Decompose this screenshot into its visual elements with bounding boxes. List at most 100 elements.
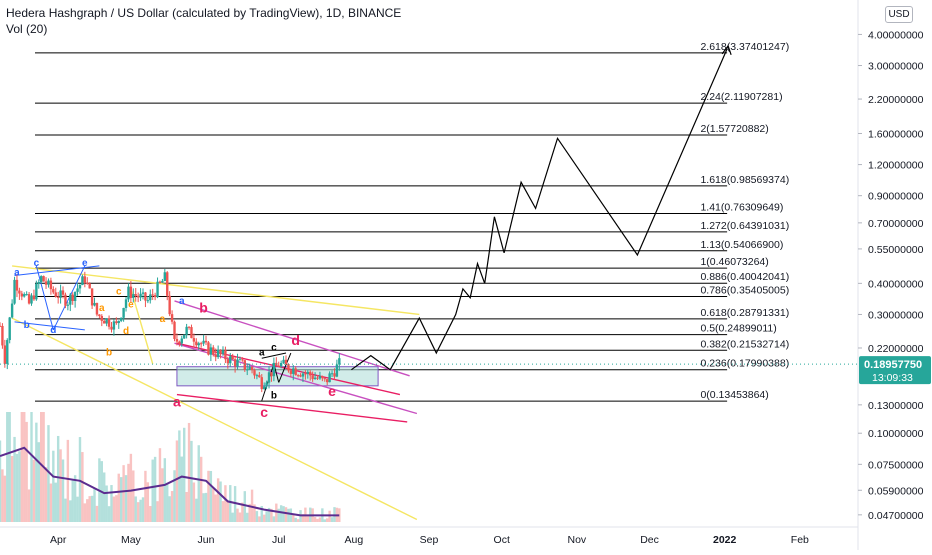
last-price-badge [859, 356, 931, 385]
candle-body [30, 295, 33, 304]
candle-body [248, 367, 251, 370]
fib-level-label: 1.272(0.64391031) [700, 220, 789, 232]
volume-bar [78, 437, 82, 522]
candle-body [272, 362, 276, 377]
trendline-yellow-upper [12, 265, 420, 316]
volume-bar [231, 512, 234, 522]
abc-wave-line [278, 352, 292, 383]
price-tick-label: 1.20000000 [868, 160, 924, 172]
time-axis[interactable]: Apr May Jun Jul Aug Sep Oct Nov Dec 2022 Feb [50, 534, 809, 546]
volume-bar [282, 506, 285, 522]
candle-body [296, 375, 300, 377]
candle-body [71, 294, 74, 301]
price-tick-label: 0.90000000 [868, 191, 924, 203]
candle-body [207, 342, 210, 355]
candle-body [321, 376, 324, 379]
candle-body [204, 340, 208, 343]
volume-bar [10, 456, 14, 522]
volume-bar [204, 492, 208, 522]
volume-bar [275, 503, 278, 522]
volume-bar [255, 511, 259, 522]
volume-bar [284, 507, 288, 522]
time-tick-label: Jun [198, 534, 215, 546]
wave-label-minor: d [50, 325, 56, 336]
candle-body [279, 362, 283, 367]
volume-bar [260, 506, 263, 522]
projection-layer [351, 44, 732, 371]
volume-bar [326, 518, 329, 522]
volume-bar [156, 501, 159, 522]
volume-bar [253, 504, 256, 522]
time-tick-label: Aug [345, 534, 364, 546]
candle-body [52, 289, 55, 293]
currency-badge[interactable]: USD [885, 6, 913, 23]
price-tick-label: 1.60000000 [868, 128, 924, 140]
candle-body [197, 343, 200, 346]
candle-body [81, 276, 84, 286]
candle-body [119, 317, 123, 321]
volume-bar [338, 508, 341, 522]
triangle-wave-line [35, 265, 54, 331]
wave-label-minor: a [259, 348, 265, 359]
candle-body [299, 375, 302, 377]
volume-bar [107, 506, 111, 522]
volume-bar [134, 496, 137, 522]
wave-label-minor: a [179, 296, 185, 307]
price-tick-label: 0.70000000 [868, 218, 924, 230]
volume-bar [238, 512, 242, 522]
wave-label-minor: a [99, 303, 105, 314]
volume-bar [40, 412, 43, 522]
candle-body [219, 350, 222, 354]
volume-bar [81, 452, 84, 522]
price-axis[interactable]: 4.00000000 3.00000000 2.20000000 1.60000000… [858, 29, 924, 522]
candle-body [27, 294, 31, 304]
volume-bar [132, 470, 135, 522]
wave-label-major: b [199, 300, 208, 316]
time-tick-label: 2022 [713, 534, 737, 546]
fib-level-label: 0.618(0.28791331) [700, 307, 789, 319]
volume-bar [25, 421, 28, 522]
candle-body [153, 295, 157, 298]
candle-body [105, 318, 108, 324]
candle-body [192, 338, 196, 342]
volume-bar [139, 499, 142, 522]
candle-body [267, 372, 271, 383]
volume-bar [173, 470, 176, 522]
volume-bar [187, 422, 191, 522]
candle-body [212, 347, 215, 355]
volume-bar [49, 483, 53, 522]
fib-level-label: 0.886(0.40042041) [700, 271, 789, 283]
candle-body [56, 296, 60, 298]
volume-bar [90, 495, 94, 522]
volume-bar [241, 502, 244, 522]
candle-body [202, 340, 205, 344]
volume-bar [124, 475, 128, 522]
volume-bar [64, 498, 67, 522]
volume-bar [153, 456, 157, 522]
candle-body [32, 295, 36, 300]
time-tick-label: May [121, 534, 142, 546]
time-tick-label: Nov [568, 534, 587, 546]
candle-body [199, 343, 203, 345]
volume-bar [306, 516, 310, 522]
wave-label-minor: b [271, 390, 277, 401]
time-tick-label: Jul [272, 534, 285, 546]
volume-bar [110, 485, 113, 522]
candle-body [107, 318, 111, 327]
volume-bar [151, 459, 154, 522]
trendline-yellow-lower [11, 317, 418, 521]
candle-body [127, 286, 130, 300]
fib-level-label: 0.786(0.35405005) [700, 285, 789, 297]
candle-body [180, 338, 183, 344]
candle-body [168, 295, 171, 315]
fib-extension-layer: 0(0.13453864)0.236(0.17990388)0.382(0.21… [35, 41, 789, 402]
candle-body [98, 314, 101, 317]
volume-bar [27, 489, 31, 522]
volume-bar [185, 491, 188, 522]
volume-bar [141, 497, 145, 522]
volume-bar [66, 439, 70, 522]
wave-label-major: d [291, 332, 300, 348]
candle-body [93, 302, 96, 306]
price-tick-label: 0.07500000 [868, 459, 924, 471]
